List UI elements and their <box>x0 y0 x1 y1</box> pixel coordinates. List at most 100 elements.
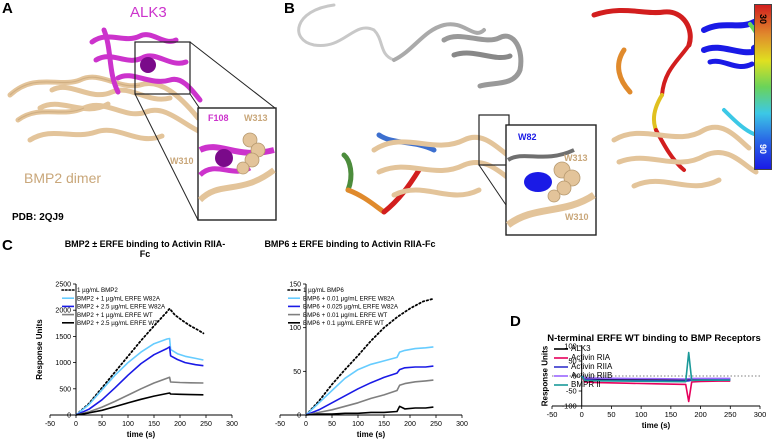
series-line-5 <box>305 405 434 416</box>
y-tick-label: 1000 <box>55 360 71 367</box>
series-line-4 <box>75 376 204 416</box>
x-tick-label: 250 <box>724 410 737 419</box>
y-tick-label: 0 <box>297 413 301 420</box>
bmp2-dimer-label: BMP2 dimer <box>24 170 102 186</box>
x-tick-label: -50 <box>547 410 558 419</box>
legend-label-2: Activin RIA <box>571 353 611 362</box>
y-tick-label: 100 <box>564 342 577 351</box>
legend-label-3: BMP2 + 2.5 µg/mL ERFE W82A <box>77 304 166 311</box>
chart2-title: BMP6 ± ERFE binding to Activin RIIA-Fc <box>264 239 436 249</box>
x-tick-label: 200 <box>404 421 416 428</box>
legend-label-1: 1 µg/mL BMP2 <box>77 287 118 294</box>
legend-label-5: BMP6 + 0.1 µg/mL ERFE WT <box>303 320 384 327</box>
bmp2-dimer-ribbon <box>7 74 208 143</box>
x-tick-label: 100 <box>635 410 648 419</box>
x-tick-label: 50 <box>98 421 106 428</box>
chart1-svg: -50 0 50 100 150 200 250 300 0 500 1000 1500 2000 250… <box>35 282 238 440</box>
alk3-label: ALK3 <box>130 4 167 21</box>
w310-label-a: W310 <box>170 156 194 166</box>
y-tick-label: 0 <box>67 413 71 420</box>
series-line-5 <box>75 392 204 416</box>
x-tick-label: 100 <box>122 421 134 428</box>
series-line-3 <box>75 346 204 416</box>
pdb-label: PDB: 2QJ9 <box>12 212 64 223</box>
panel-b-structures <box>297 3 769 236</box>
legend-label-2: BMP2 + 1 µg/mL ERFE W82A <box>77 295 161 302</box>
f108-label: F108 <box>208 113 229 123</box>
bmp2-model-left <box>371 134 522 198</box>
x-tick-label: 50 <box>328 421 336 428</box>
y-tick-label: 100 <box>289 325 301 332</box>
zoom-inset-content <box>197 132 276 203</box>
series-line-2 <box>580 375 731 403</box>
series-line-2 <box>75 337 204 416</box>
legend-label-4: BMP2 + 1 µg/mL ERFE WT <box>77 312 153 319</box>
x-tick-label: -50 <box>275 421 285 428</box>
series-line-5 <box>581 351 731 383</box>
y-tick-label: 50 <box>293 369 301 376</box>
legend-label-5: BMPR II <box>571 380 601 389</box>
x-tick-label: 150 <box>378 421 390 428</box>
bmp2-model-right <box>611 124 759 189</box>
chart3-svg: -50 0 50 100 150 200 250 300 -100 -50 0 50 100 time (… <box>541 342 767 431</box>
x-tick-label: 50 <box>607 410 615 419</box>
x-tick-label: 0 <box>580 410 584 419</box>
y-tick-label: 2500 <box>55 282 71 289</box>
zoom-region-box <box>134 41 191 95</box>
legend-label-5: BMP2 + 2.5 µg/mL ERFE WT <box>77 320 158 327</box>
legend-label-1: ALK3 <box>571 344 591 353</box>
series-line-4 <box>305 379 434 416</box>
series-line-1 <box>75 307 205 416</box>
y-tick-label: 2000 <box>55 308 71 315</box>
x-tick-label: 0 <box>74 421 78 428</box>
chart2-svg: -50 0 50 100 150 200 250 300 0 50 100 150 time (s) 1 … <box>275 282 468 440</box>
erfe-model-rainbow <box>591 7 769 172</box>
series-line-3 <box>305 365 434 416</box>
x-tick-label: 250 <box>200 421 212 428</box>
colorbar <box>754 4 772 170</box>
legend-label-3: BMP6 + 0.025 µg/mL ERFE W82A <box>303 304 399 311</box>
y-tick-label: 500 <box>59 386 71 393</box>
x-tick-label: 100 <box>352 421 364 428</box>
zoom-inset <box>197 107 277 221</box>
x-tick-label: 300 <box>754 410 767 419</box>
x-axis-label: time (s) <box>357 430 386 439</box>
y-tick-label: -100 <box>562 402 577 411</box>
w313-label-b: W313 <box>564 153 588 163</box>
chart1-title: BMP2 ± ERFE binding to Activin RIIA-Fc <box>64 239 226 259</box>
y-tick-label: -50 <box>566 387 577 396</box>
panel-label-b: B <box>284 0 295 17</box>
panel-label-a: A <box>2 0 13 17</box>
x-axis-label: time (s) <box>642 421 671 430</box>
y-axis-label: Response Units <box>541 345 550 406</box>
y-tick-label: 0 <box>573 372 577 381</box>
y-axis-label: Response Units <box>35 319 44 380</box>
chart3-title: N-terminal ERFE WT binding to BMP Recept… <box>547 333 761 344</box>
x-tick-label: 200 <box>174 421 186 428</box>
erfe-model-grey <box>297 3 524 215</box>
legend-label-4: Activin RIIB <box>571 371 612 380</box>
panel-label-d: D <box>510 313 521 330</box>
legend-label-2: BMP6 + 0.01 µg/mL ERFE W82A <box>303 295 395 302</box>
f108-sphere <box>140 57 156 73</box>
series-line-1 <box>305 297 435 416</box>
legend-label-1: 1 µg/mL BMP6 <box>303 287 344 294</box>
alk3-ribbon <box>89 27 203 103</box>
y-tick-label: 150 <box>289 282 301 289</box>
x-tick-label: 250 <box>430 421 442 428</box>
colorbar-top-label: 30 <box>758 14 768 25</box>
x-axis-label: time (s) <box>127 430 156 439</box>
colorbar-bottom-label: 90 <box>758 144 768 155</box>
legend-label-3: Activin RIIA <box>571 362 613 371</box>
x-tick-label: 150 <box>665 410 678 419</box>
x-tick-label: -50 <box>45 421 55 428</box>
y-tick-label: 50 <box>568 357 576 366</box>
panel-label-c: C <box>2 237 13 254</box>
x-tick-label: 150 <box>148 421 160 428</box>
panel-a-structure <box>7 27 277 221</box>
x-tick-label: 200 <box>694 410 707 419</box>
w313-label-a: W313 <box>244 113 268 123</box>
x-tick-label: 0 <box>304 421 308 428</box>
x-tick-label: 300 <box>456 421 468 428</box>
w310-label-b: W310 <box>565 212 589 222</box>
